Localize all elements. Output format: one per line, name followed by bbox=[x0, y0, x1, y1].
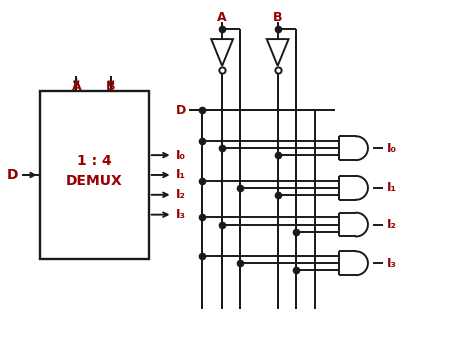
Text: I₀: I₀ bbox=[175, 149, 185, 162]
Text: I₀: I₀ bbox=[387, 142, 397, 155]
Text: D: D bbox=[6, 168, 18, 182]
Text: I₁: I₁ bbox=[387, 181, 397, 194]
Polygon shape bbox=[211, 39, 233, 66]
Text: D: D bbox=[176, 104, 186, 117]
Text: I₂: I₂ bbox=[387, 218, 397, 231]
Text: B: B bbox=[273, 11, 283, 24]
Text: I₁: I₁ bbox=[175, 169, 185, 182]
Text: DEMUX: DEMUX bbox=[66, 174, 123, 188]
Text: I₂: I₂ bbox=[175, 188, 185, 201]
Text: 1 : 4: 1 : 4 bbox=[77, 154, 111, 168]
Text: B: B bbox=[106, 80, 116, 93]
Text: A: A bbox=[217, 11, 227, 24]
Text: I₃: I₃ bbox=[175, 208, 185, 221]
Text: I₃: I₃ bbox=[387, 257, 397, 270]
Text: A: A bbox=[72, 80, 81, 93]
Polygon shape bbox=[267, 39, 289, 66]
Bar bbox=[40, 91, 149, 259]
